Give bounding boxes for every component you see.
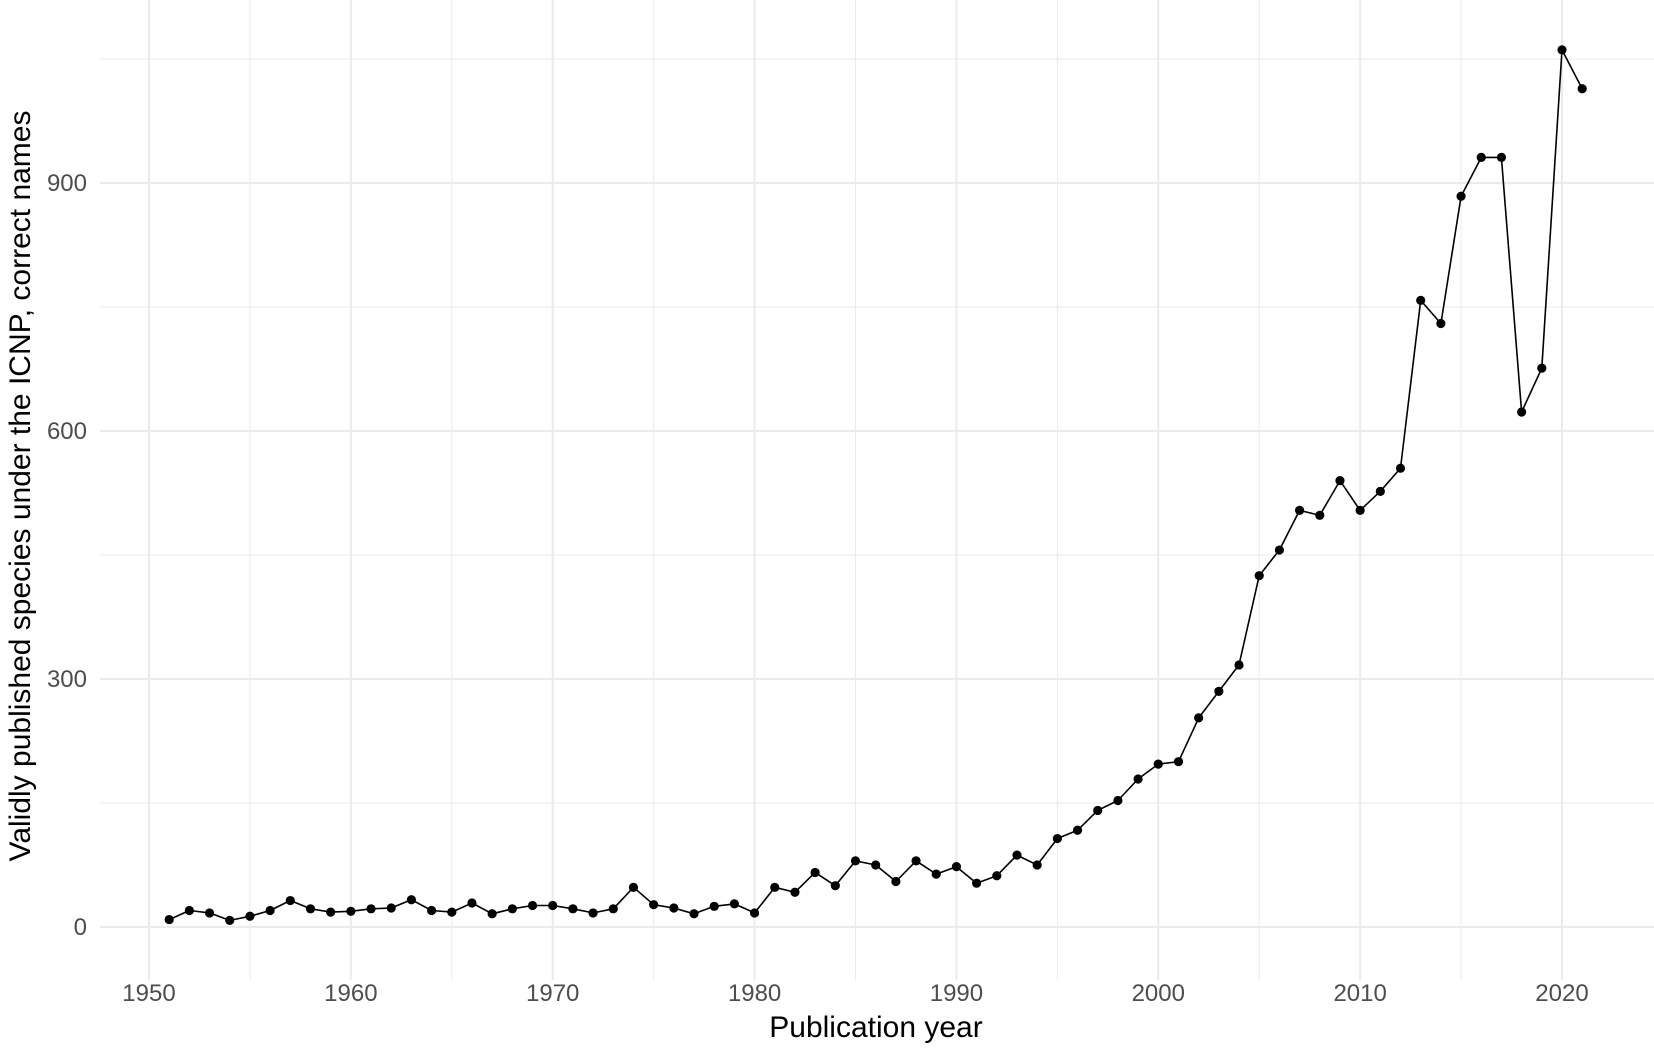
data-point (285, 895, 295, 906)
data-point (568, 904, 578, 914)
data-point (1537, 363, 1547, 373)
data-point (1012, 850, 1022, 860)
data-point (1517, 407, 1527, 417)
y-axis-title: Validly published species under the ICNP… (4, 111, 37, 862)
data-point (386, 903, 396, 913)
data-point (487, 909, 497, 919)
x-tick-label: 2000 (1132, 980, 1185, 1007)
data-point (1072, 825, 1083, 835)
data-point (265, 905, 275, 916)
data-point (467, 898, 477, 908)
data-point (1052, 833, 1062, 844)
data-point (931, 869, 941, 879)
data-point (1173, 757, 1184, 767)
data-point (1557, 45, 1567, 55)
minor-gridlines (100, 0, 1654, 980)
data-point (346, 906, 356, 916)
major-gridlines (100, 0, 1654, 980)
data-point (729, 899, 739, 909)
data-point (1274, 545, 1284, 555)
data-point (1577, 84, 1587, 94)
data-point (507, 904, 517, 914)
x-tick-label: 2010 (1333, 980, 1386, 1007)
data-point (427, 905, 437, 916)
data-point (1315, 510, 1325, 520)
data-point (1194, 713, 1204, 723)
x-axis-tick-labels: 1950 1960 1970 1980 1990 2000 2010 2020 (122, 980, 1588, 1007)
data-point (911, 856, 921, 866)
data-point (164, 914, 174, 925)
data-point (850, 856, 861, 866)
data-point (972, 878, 982, 888)
data-point (366, 904, 376, 914)
y-tick-label: 600 (47, 418, 87, 445)
data-point (951, 862, 962, 872)
data-point (891, 876, 901, 887)
data-point (770, 882, 780, 892)
x-tick-label: 1980 (728, 980, 781, 1007)
data-point (1032, 860, 1042, 870)
data-point (810, 867, 820, 878)
data-point (749, 908, 760, 918)
data-point (1395, 463, 1406, 473)
data-point (1214, 686, 1224, 697)
y-tick-label: 300 (47, 666, 87, 693)
data-point (305, 904, 316, 914)
data-point (608, 904, 618, 914)
x-tick-label: 2020 (1535, 980, 1588, 1007)
data-point (1456, 191, 1466, 201)
data-point (1294, 505, 1305, 515)
data-point (689, 909, 699, 919)
data-point (1113, 795, 1123, 806)
data-point (588, 908, 598, 918)
data-points (164, 45, 1587, 925)
data-point (1375, 486, 1385, 496)
x-axis-title: Publication year (769, 1011, 982, 1044)
data-point (326, 907, 336, 917)
x-tick-label: 1990 (930, 980, 983, 1007)
x-tick-label: 1950 (122, 980, 175, 1007)
series-line (168, 49, 1583, 922)
data-point (548, 900, 558, 911)
y-tick-label: 900 (47, 170, 87, 197)
y-axis-tick-labels: 0 300 600 900 (47, 170, 87, 941)
data-point (1355, 505, 1365, 515)
data-point (1496, 152, 1507, 162)
data-point (406, 895, 417, 905)
data-point (1416, 295, 1426, 305)
data-point (1476, 152, 1486, 162)
data-point (992, 871, 1002, 881)
data-point (649, 900, 659, 910)
series-line-group (168, 49, 1583, 922)
data-point (790, 887, 800, 897)
data-point (628, 882, 639, 892)
data-point (1254, 571, 1264, 581)
y-tick-label: 0 (74, 914, 87, 941)
data-point (225, 915, 235, 925)
data-point (1436, 318, 1446, 329)
data-point (1335, 476, 1345, 486)
x-tick-label: 1970 (526, 980, 579, 1007)
x-tick-label: 1960 (324, 980, 377, 1007)
data-point (669, 903, 679, 913)
data-point (245, 911, 255, 921)
data-point (184, 905, 194, 916)
data-point (1153, 759, 1163, 769)
data-point (871, 860, 881, 870)
data-point (527, 900, 538, 911)
data-point (1093, 805, 1103, 816)
data-point (830, 881, 840, 891)
data-point (204, 908, 215, 918)
data-point (447, 907, 457, 917)
data-point (1133, 774, 1143, 784)
data-point (1234, 660, 1244, 670)
data-point (709, 901, 719, 911)
